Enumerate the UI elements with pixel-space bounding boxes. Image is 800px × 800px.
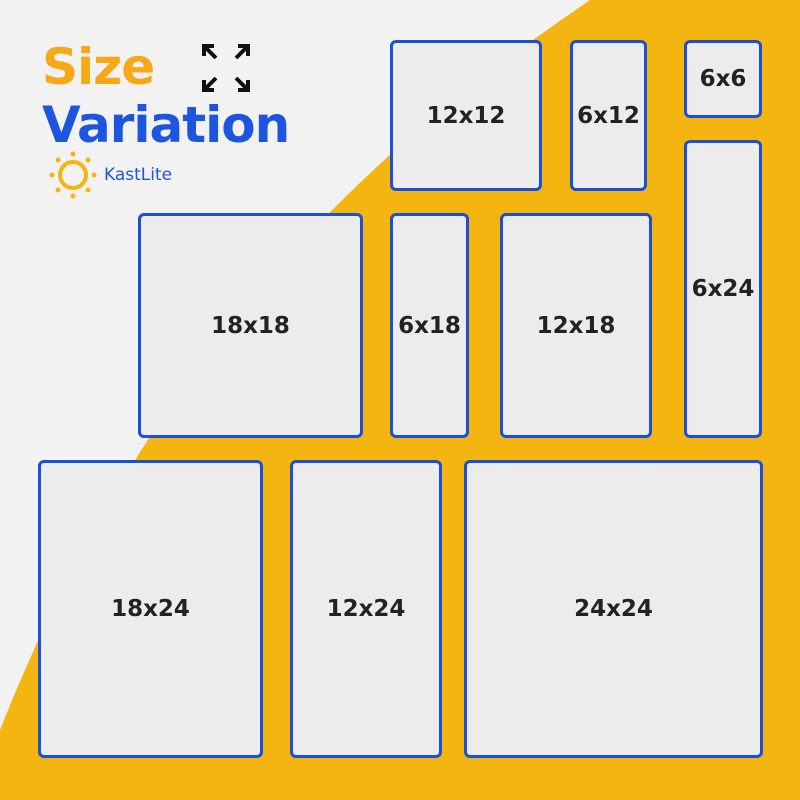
size-12x24: 12x24 (290, 460, 442, 758)
brand-name: KastLite (104, 165, 173, 185)
size-6x12: 6x12 (570, 40, 647, 191)
size-24x24: 24x24 (464, 460, 763, 758)
expand-arrows-icon (202, 44, 250, 92)
size-18x24: 18x24 (38, 460, 263, 758)
brand-logo: KastLite (48, 150, 172, 200)
size-18x18: 18x18 (138, 213, 363, 438)
size-12x12: 12x12 (390, 40, 542, 191)
size-6x18: 6x18 (390, 213, 469, 438)
size-6x24: 6x24 (684, 140, 762, 438)
heading-size: Size (42, 38, 155, 96)
size-6x6: 6x6 (684, 40, 762, 118)
heading-variation: Variation (42, 96, 290, 154)
sun-icon (49, 151, 97, 199)
size-12x18: 12x18 (500, 213, 652, 438)
